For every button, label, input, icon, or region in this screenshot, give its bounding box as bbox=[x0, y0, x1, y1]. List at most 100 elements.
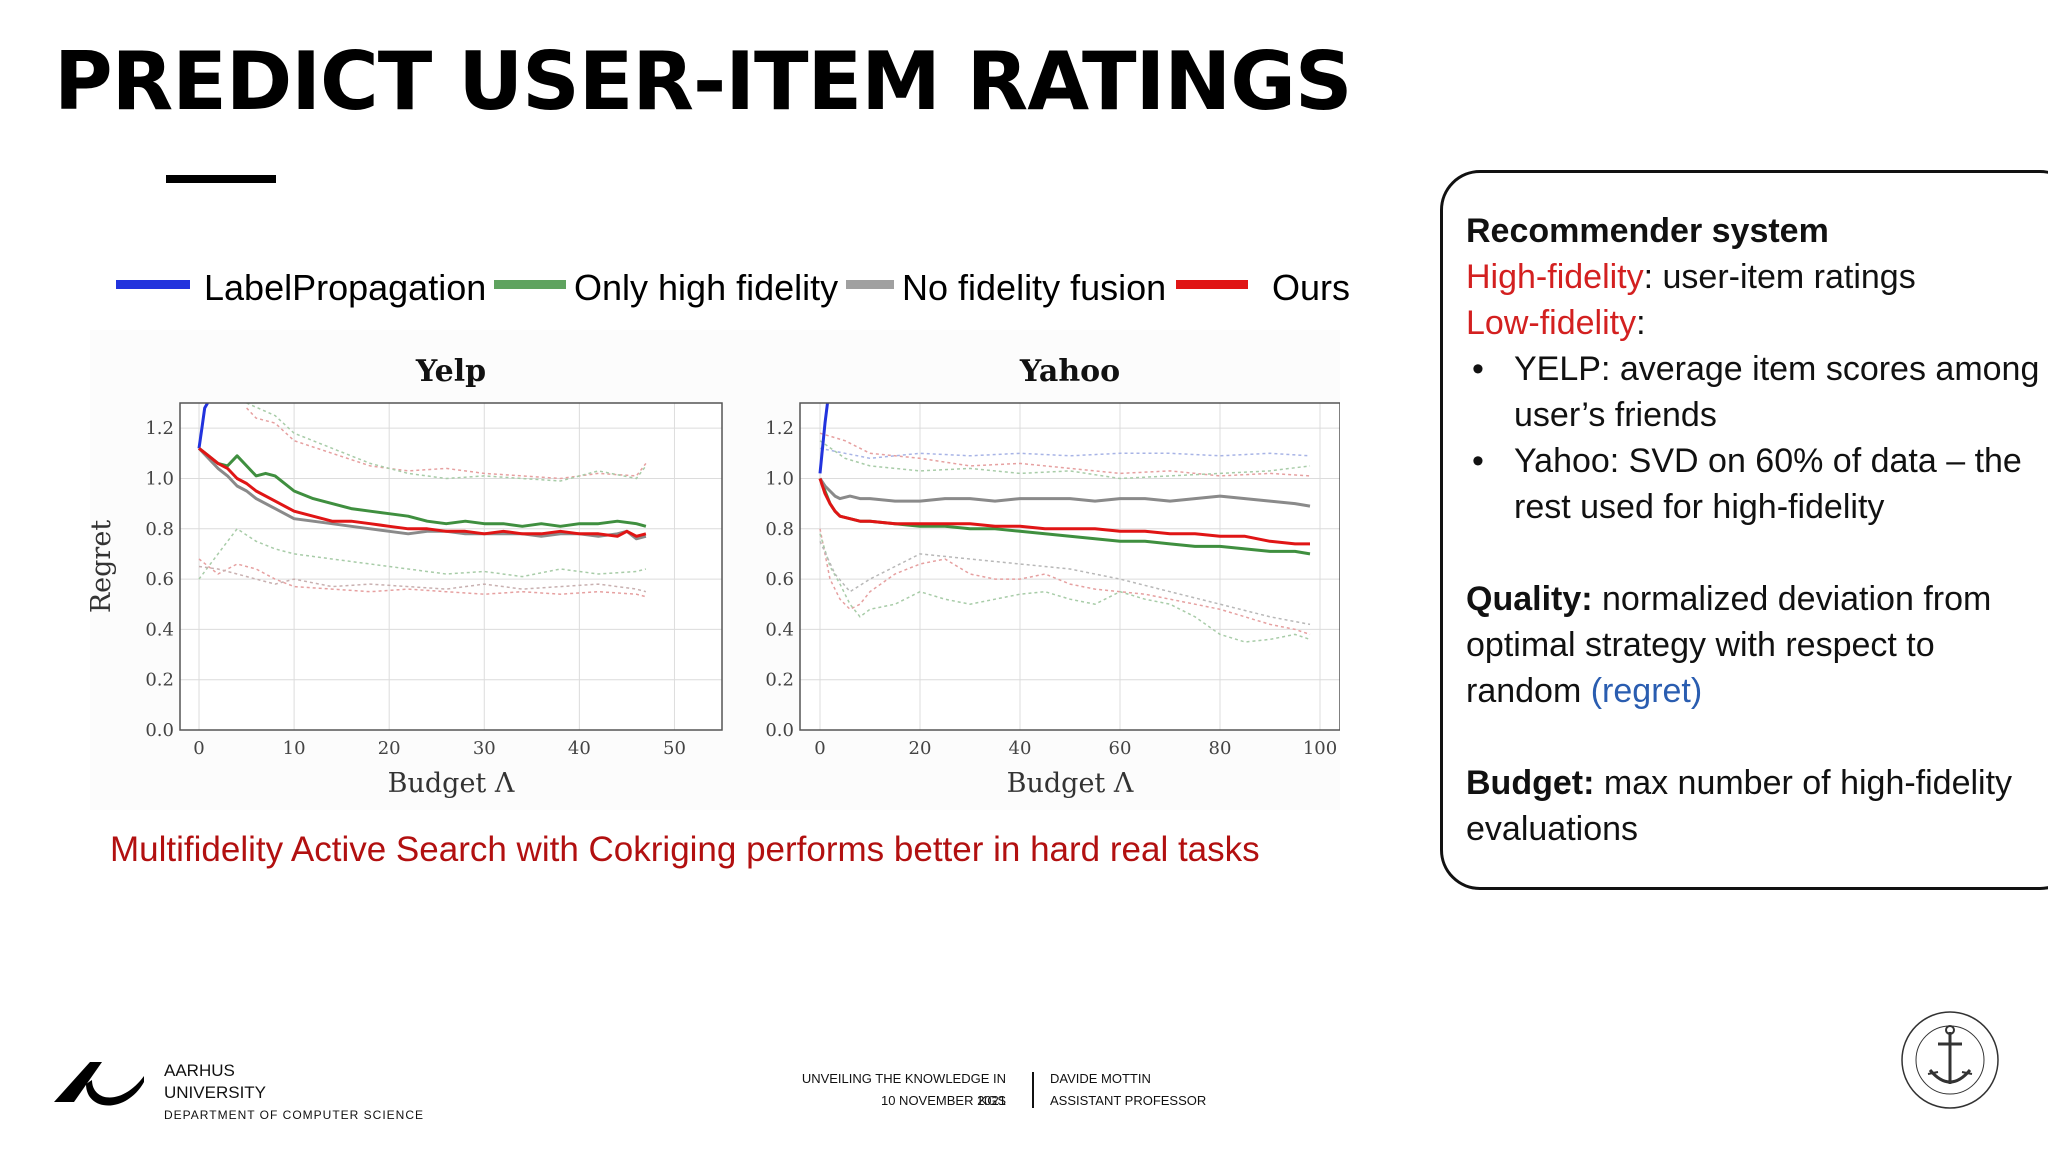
x-axis-label: Budget Λ bbox=[1007, 768, 1134, 799]
quality-text: random bbox=[1466, 672, 1591, 710]
department-name: DEPARTMENT OF COMPUTER SCIENCE bbox=[164, 1108, 425, 1122]
legend-label: Ours bbox=[1272, 267, 1351, 308]
presenter-name: DAVIDE MOTTIN bbox=[1050, 1071, 1151, 1086]
faint-series-line bbox=[198, 527, 647, 580]
series-line-labelpropagation bbox=[197, 403, 209, 449]
legend-swatch-ours bbox=[1176, 280, 1248, 289]
plot-frame bbox=[179, 402, 723, 731]
x-tick-label: 30 bbox=[473, 738, 496, 759]
faint-series-line bbox=[198, 565, 647, 593]
budget-line: evaluations bbox=[1466, 810, 1639, 848]
plot-background bbox=[180, 403, 722, 730]
y-tick-label: 0.0 bbox=[145, 720, 174, 741]
y-tick-label: 0.8 bbox=[145, 519, 174, 540]
budget-text: max number of high-fidelity bbox=[1594, 764, 2013, 802]
quality-line: random (regret) bbox=[1466, 668, 2046, 714]
y-tick-label: 0.0 bbox=[765, 720, 794, 741]
bullet-text: YELP: average item scores among bbox=[1514, 350, 2040, 388]
bullet-yelp: • YELP: average item scores among user’s… bbox=[1466, 346, 2046, 438]
x-tick-label: 0 bbox=[193, 738, 204, 759]
low-fidelity-line: Low-fidelity: bbox=[1466, 300, 2046, 346]
bullet-text: Yahoo: SVD on 60% of data – the bbox=[1514, 442, 2022, 480]
legend-label: Only high fidelity bbox=[574, 267, 839, 308]
faint-series-line bbox=[246, 407, 647, 480]
chart-area: 0.0 0.2 0.4 0.6 0.8 1.0 1.2 0 10 20 30 40 50 Yelp Budg… bbox=[86, 330, 1341, 810]
budget-label: Budget: bbox=[1466, 764, 1595, 802]
x-tick-label: 10 bbox=[283, 738, 306, 759]
x-axis-label: Budget Λ bbox=[388, 768, 515, 799]
bullet-text: user’s friends bbox=[1514, 396, 1717, 434]
chart-title: Yelp bbox=[415, 354, 486, 389]
legend-swatch-only-high-fidelity bbox=[494, 280, 566, 289]
x-tick-label: 0 bbox=[814, 738, 825, 759]
slide-title: PREDICT USER-ITEM RATINGS bbox=[54, 35, 1353, 128]
legend-swatch-no-fidelity-fusion bbox=[846, 280, 894, 289]
slide-caption: Multifidelity Active Search with Cokrigi… bbox=[110, 830, 1260, 869]
x-tick-label: 80 bbox=[1209, 738, 1232, 759]
regret-term: (regret) bbox=[1590, 672, 1703, 710]
series-line-ours bbox=[198, 447, 647, 538]
university-name-line2: UNIVERSITY bbox=[164, 1083, 267, 1102]
high-fidelity-line: High-fidelity: user-item ratings bbox=[1466, 254, 2046, 300]
series-line-no-fidelity-fusion bbox=[818, 477, 1311, 508]
faint-series-line bbox=[819, 447, 1311, 460]
low-fidelity-text: : bbox=[1636, 304, 1646, 342]
bullet-dot: • bbox=[1472, 350, 1484, 388]
x-tick-label: 60 bbox=[1109, 738, 1132, 759]
faint-series-line bbox=[819, 432, 1311, 477]
plot-background bbox=[800, 403, 1340, 730]
y-tick-label: 0.2 bbox=[145, 670, 174, 691]
x-tick-label: 100 bbox=[1303, 738, 1337, 759]
event-name: UNVEILING THE KNOWLEDGE IN KGS bbox=[801, 1071, 1006, 1108]
spacer bbox=[1466, 714, 2046, 760]
legend-label: No fidelity fusion bbox=[902, 267, 1167, 308]
x-tick-label: 40 bbox=[1009, 738, 1032, 759]
low-fidelity-label: Low-fidelity bbox=[1466, 304, 1637, 342]
bullet-dot: • bbox=[1472, 442, 1484, 480]
faint-series-line bbox=[819, 533, 1311, 643]
x-tick-label: 20 bbox=[378, 738, 401, 759]
x-tick-label: 50 bbox=[663, 738, 686, 759]
y-tick-label: 0.6 bbox=[765, 569, 794, 590]
chart-title: Yahoo bbox=[1019, 354, 1120, 389]
faint-series-line bbox=[819, 440, 1311, 480]
y-tick-label: 0.8 bbox=[765, 519, 794, 540]
spacer bbox=[1466, 530, 2046, 576]
event-date: 10 NOVEMBER 2021 bbox=[880, 1093, 1006, 1108]
aarhus-logo-icon bbox=[54, 1062, 144, 1106]
info-content: Recommender system High-fidelity: user-i… bbox=[1466, 208, 2046, 852]
legend-label: LabelPropagation bbox=[204, 267, 487, 308]
x-tick-label: 40 bbox=[568, 738, 591, 759]
faint-series-line bbox=[246, 403, 647, 482]
quality-label: Quality: bbox=[1466, 580, 1593, 618]
bullet-yahoo: • Yahoo: SVD on 60% of data – the rest u… bbox=[1466, 438, 2046, 530]
y-axis-label: Regret bbox=[90, 520, 117, 613]
budget-line: Budget: max number of high-fidelity bbox=[1466, 760, 2046, 806]
footer-separator bbox=[1032, 1072, 1034, 1108]
faint-series-line bbox=[198, 558, 647, 598]
y-tick-label: 0.4 bbox=[145, 619, 174, 640]
faint-series-line bbox=[819, 528, 1311, 636]
x-tick-label: 20 bbox=[909, 738, 932, 759]
legend-swatch-labelpropagation bbox=[116, 280, 190, 289]
y-tick-label: 1.0 bbox=[765, 468, 794, 489]
presenter-role: ASSISTANT PROFESSOR bbox=[1050, 1093, 1207, 1108]
title-underline bbox=[166, 175, 276, 183]
quality-text: normalized deviation from bbox=[1592, 580, 1992, 618]
university-seal-icon bbox=[1901, 1011, 1999, 1109]
quality-line: Quality: normalized deviation from bbox=[1466, 576, 2046, 622]
chart-legend: LabelPropagation Only high fidelity No f… bbox=[116, 263, 1350, 313]
y-tick-label: 0.2 bbox=[765, 670, 794, 691]
info-heading: Recommender system bbox=[1466, 212, 1829, 250]
high-fidelity-text: : user-item ratings bbox=[1643, 258, 1916, 296]
university-name-line1: AARHUS bbox=[164, 1061, 235, 1080]
series-line-labelpropagation bbox=[818, 403, 829, 474]
y-tick-label: 1.2 bbox=[145, 418, 174, 439]
bullet-text: rest used for high-fidelity bbox=[1514, 488, 1885, 526]
y-tick-label: 0.4 bbox=[765, 619, 794, 640]
series-line-ours bbox=[818, 478, 1310, 546]
y-tick-label: 0.6 bbox=[145, 569, 174, 590]
info-box bbox=[1440, 170, 2048, 890]
high-fidelity-label: High-fidelity bbox=[1466, 258, 1644, 296]
series-line-only-high-fidelity bbox=[198, 447, 647, 528]
